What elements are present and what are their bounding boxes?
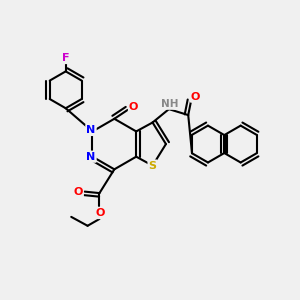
Text: S: S — [148, 160, 157, 171]
Text: O: O — [129, 102, 138, 112]
Text: N: N — [86, 125, 96, 135]
Text: N: N — [86, 152, 96, 162]
Text: F: F — [62, 53, 70, 63]
Text: NH: NH — [161, 99, 178, 109]
Text: O: O — [95, 208, 105, 218]
Text: O: O — [191, 92, 200, 102]
Text: O: O — [74, 187, 83, 196]
